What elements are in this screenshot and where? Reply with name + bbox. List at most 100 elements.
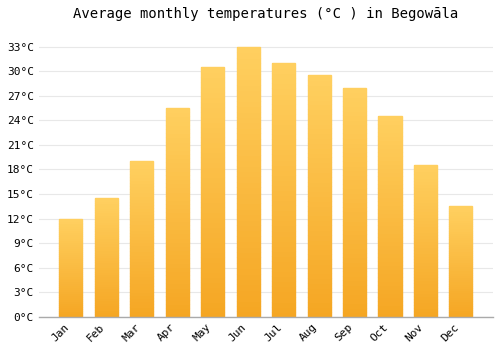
Bar <box>130 273 154 276</box>
Bar <box>60 299 82 301</box>
Bar <box>343 262 366 266</box>
Bar <box>378 128 402 132</box>
Bar <box>95 248 118 250</box>
Bar <box>343 257 366 262</box>
Bar <box>450 237 472 239</box>
Bar <box>236 52 260 57</box>
Bar <box>272 134 295 139</box>
Bar <box>201 292 224 297</box>
Bar <box>308 264 330 268</box>
Bar <box>166 292 189 296</box>
Bar <box>236 95 260 101</box>
Bar <box>308 259 330 264</box>
Bar <box>308 235 330 239</box>
Bar <box>236 214 260 219</box>
Bar <box>201 202 224 207</box>
Bar <box>201 227 224 232</box>
Bar <box>343 275 366 280</box>
Bar <box>343 106 366 111</box>
Bar <box>343 303 366 308</box>
Bar <box>60 313 82 315</box>
Bar <box>60 270 82 272</box>
Bar <box>236 68 260 74</box>
Bar <box>414 166 437 317</box>
Bar <box>272 251 295 256</box>
Bar <box>130 171 154 174</box>
Bar <box>450 293 472 295</box>
Bar <box>95 307 118 310</box>
Bar <box>308 182 330 187</box>
Bar <box>308 220 330 225</box>
Bar <box>130 226 154 230</box>
Bar <box>450 222 472 224</box>
Bar <box>95 246 118 248</box>
Bar <box>378 293 402 297</box>
Bar <box>130 186 154 189</box>
Bar <box>272 68 295 73</box>
Bar <box>236 112 260 117</box>
Bar <box>236 182 260 187</box>
Bar <box>343 88 366 317</box>
Bar <box>343 129 366 133</box>
Bar <box>378 164 402 168</box>
Bar <box>343 111 366 115</box>
Bar <box>414 299 437 302</box>
Bar <box>378 144 402 148</box>
Bar <box>308 268 330 273</box>
Bar <box>378 212 402 217</box>
Bar <box>130 174 154 177</box>
Bar <box>60 242 82 244</box>
Bar <box>201 102 224 107</box>
Bar <box>201 87 224 92</box>
Bar <box>308 239 330 244</box>
Bar <box>201 72 224 77</box>
Bar <box>272 312 295 317</box>
Bar <box>378 184 402 189</box>
Bar <box>308 206 330 211</box>
Bar <box>414 305 437 308</box>
Bar <box>201 122 224 127</box>
Bar <box>343 271 366 275</box>
Bar <box>414 181 437 183</box>
Bar <box>272 104 295 109</box>
Bar <box>130 280 154 282</box>
Bar <box>450 281 472 284</box>
Bar <box>166 154 189 158</box>
Bar <box>166 208 189 212</box>
Bar <box>272 83 295 89</box>
Bar <box>343 184 366 189</box>
Bar <box>236 106 260 112</box>
Bar <box>236 301 260 306</box>
Bar <box>166 279 189 284</box>
Bar <box>308 99 330 104</box>
Bar <box>166 175 189 179</box>
Bar <box>166 167 189 171</box>
Bar <box>272 160 295 164</box>
Bar <box>343 166 366 170</box>
Bar <box>95 314 118 317</box>
Bar <box>343 92 366 97</box>
Bar <box>95 276 118 279</box>
Bar <box>378 116 402 317</box>
Title: Average monthly temperatures (°C ) in Begowāla: Average monthly temperatures (°C ) in Be… <box>74 7 458 21</box>
Bar <box>378 285 402 289</box>
Bar <box>95 305 118 307</box>
Bar <box>130 264 154 267</box>
Bar <box>272 149 295 154</box>
Bar <box>450 286 472 288</box>
Bar <box>343 124 366 129</box>
Bar <box>308 177 330 182</box>
Bar <box>343 161 366 166</box>
Bar <box>414 166 437 317</box>
Bar <box>60 268 82 270</box>
Bar <box>201 147 224 152</box>
Bar <box>378 289 402 293</box>
Bar <box>201 217 224 222</box>
Bar <box>272 307 295 312</box>
Bar <box>378 253 402 257</box>
Bar <box>166 254 189 258</box>
Bar <box>166 275 189 279</box>
Bar <box>450 255 472 257</box>
Bar <box>95 274 118 276</box>
Bar <box>166 108 189 112</box>
